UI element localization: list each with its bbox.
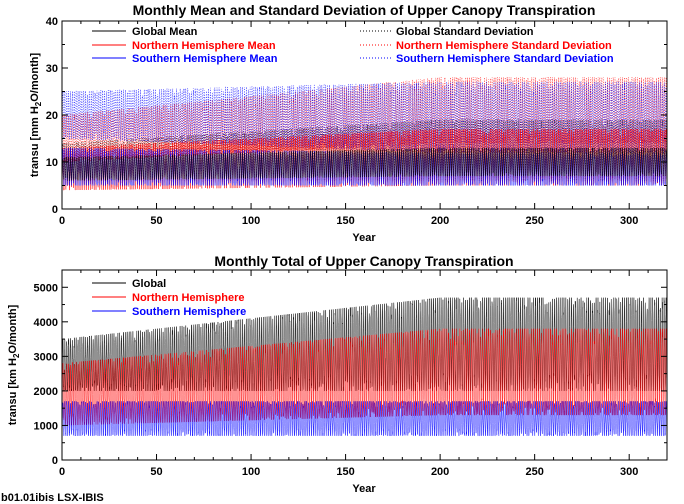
x-tick-label: 100 xyxy=(242,466,260,478)
y-tick-label: 20 xyxy=(46,110,58,122)
series-line-2 xyxy=(61,80,668,154)
y-axis-label-top-sub: 2 xyxy=(34,101,43,106)
x-axis-label-top: Year xyxy=(352,232,376,244)
chart-title-top: Monthly Mean and Standard Deviation of U… xyxy=(133,2,596,18)
x-tick-label: 100 xyxy=(242,215,260,227)
panel-top: Monthly Mean and Standard Deviation of U… xyxy=(29,2,668,244)
y-tick-label: 1000 xyxy=(34,420,58,432)
axis-ticks-top: 0 50 100 150 200 250 300 0 10 20 30 40 xyxy=(46,16,668,227)
x-tick-label: 150 xyxy=(336,215,354,227)
legend-label-global-sd: Global Standard Deviation xyxy=(396,26,534,38)
x-tick-label: 0 xyxy=(59,215,65,227)
y-tick-label: 30 xyxy=(46,63,58,75)
x-tick-label: 300 xyxy=(620,215,638,227)
footer-label: b01.01ibis LSX-IBIS xyxy=(1,492,104,504)
legend-label-global: Global xyxy=(132,278,166,290)
y-axis-label-top-tail: O/month] xyxy=(29,53,41,102)
legend-label-south-mean: Southern Hemisphere Mean xyxy=(132,53,278,65)
x-tick-label: 0 xyxy=(59,466,65,478)
series-line-5 xyxy=(61,146,668,181)
legend-label-south: Southern Hemisphere xyxy=(132,306,246,318)
panel-bottom: Monthly Total of Upper Canopy Transpirat… xyxy=(7,253,668,495)
x-tick-label: 300 xyxy=(620,466,638,478)
y-axis-label-bottom-tail: O/month] xyxy=(7,304,19,353)
y-axis-label-bottom: transu [km H2O/month] xyxy=(7,304,21,425)
legend-label-south-sd: Southern Hemisphere Standard Deviation xyxy=(396,53,614,65)
y-tick-label: 0 xyxy=(52,455,58,467)
legend-label-north: Northern Hemisphere xyxy=(132,292,244,304)
legend-label-north-mean: Northern Hemisphere Mean xyxy=(132,40,276,52)
legend-label-global-mean: Global Mean xyxy=(132,26,198,38)
series-group-top xyxy=(61,76,668,191)
y-tick-label: 3000 xyxy=(34,351,58,363)
y-axis-label-bottom-main: transu [km H xyxy=(7,358,19,425)
x-tick-label: 50 xyxy=(150,466,162,478)
y-tick-label: 4000 xyxy=(34,317,58,329)
legend-bottom: Global Northern Hemisphere Southern Hemi… xyxy=(92,278,246,318)
y-axis-label-top: transu [mm H2O/month] xyxy=(29,53,43,178)
x-tick-label: 250 xyxy=(525,466,543,478)
series-line-1 xyxy=(61,328,668,426)
x-tick-label: 200 xyxy=(431,466,449,478)
x-tick-label: 250 xyxy=(525,215,543,227)
y-tick-label: 40 xyxy=(46,16,58,28)
y-tick-label: 2000 xyxy=(34,386,58,398)
y-axis-label-bottom-sub: 2 xyxy=(12,353,21,358)
legend-top: Global Mean Northern Hemisphere Mean Sou… xyxy=(92,26,614,65)
y-tick-label: 0 xyxy=(52,204,58,216)
y-axis-label-top-main: transu [mm H xyxy=(29,106,41,177)
chart-title-bottom: Monthly Total of Upper Canopy Transpirat… xyxy=(214,253,513,269)
series-group-bottom xyxy=(61,297,668,437)
x-tick-label: 200 xyxy=(431,215,449,227)
x-tick-label: 50 xyxy=(150,215,162,227)
series-line-2 xyxy=(61,400,668,437)
y-tick-label: 5000 xyxy=(34,282,58,294)
x-tick-label: 150 xyxy=(336,466,354,478)
legend-label-north-sd: Northern Hemisphere Standard Deviation xyxy=(396,40,612,52)
y-tick-label: 10 xyxy=(46,157,58,169)
x-axis-label-bottom: Year xyxy=(352,483,376,495)
